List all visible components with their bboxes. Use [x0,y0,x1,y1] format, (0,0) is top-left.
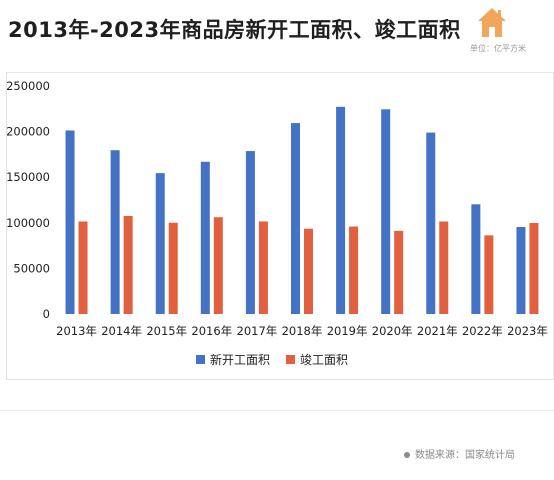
x-tick-label: 2015年 [146,324,187,338]
bar-completion [123,215,133,314]
page-title: 2013年-2023年商品房新开工面积、竣工面积 [8,18,461,42]
y-tick-label: 150000 [6,170,50,184]
x-tick-label: 2020年 [372,324,413,338]
bar-new-construction [245,151,255,314]
x-tick-label: 2022年 [462,324,503,338]
unit-label: 单位：亿平方米 [470,44,526,53]
bullet-icon [404,452,410,458]
bar-new-construction [381,109,391,314]
source-text: 数据来源：国家统计局 [415,450,515,461]
y-axis: 0 50000 100000 150000 200000 250000 [6,79,50,321]
bar-completion [304,228,313,314]
bar-new-construction [471,204,481,314]
bar-completion [213,217,223,314]
legend-swatch [196,355,205,364]
bar-completion [78,221,88,314]
chart-panel [6,72,554,380]
bar-completion [439,221,449,314]
bar-new-construction [291,123,300,314]
x-tick-label: 2017年 [237,324,278,338]
x-tick-label: 2021年 [417,324,458,338]
legend-label: 竣工面积 [300,352,348,367]
bar-new-construction [155,173,165,314]
divider [0,410,554,411]
y-tick-label: 0 [43,307,50,321]
x-tick-label: 2014年 [101,324,142,338]
x-axis: 2013年 2014年 2015年 2016年 2017年 2018年 2019年 2020年… [56,324,548,338]
bar-new-construction [426,132,436,314]
bar-completion [529,222,539,314]
y-tick-label: 250000 [6,79,50,93]
legend: 新开工面积 竣工面积 [196,352,348,367]
bar-completion [258,221,268,314]
bar-new-construction [336,106,346,315]
bar-completion [349,226,359,314]
y-tick-label: 100000 [6,216,50,230]
y-tick-label: 200000 [6,125,50,139]
bar-new-construction [65,130,75,314]
source-note: 数据来源：国家统计局 [404,446,515,461]
legend-swatch [286,355,295,364]
bar-completion [484,235,494,314]
bar-new-construction [110,150,120,314]
bar-completion [394,230,404,314]
x-tick-label: 2016年 [191,324,232,338]
bar-new-construction [200,161,210,314]
legend-label: 新开工面积 [210,352,270,367]
x-tick-label: 2023年 [507,324,548,338]
house-icon [478,8,506,37]
bars [65,106,539,315]
y-tick-label: 50000 [13,261,50,275]
bar-completion [168,222,178,314]
x-tick-label: 2019年 [327,324,368,338]
x-tick-label: 2018年 [282,324,323,338]
bar-new-construction [516,227,526,314]
x-tick-label: 2013年 [56,324,97,338]
